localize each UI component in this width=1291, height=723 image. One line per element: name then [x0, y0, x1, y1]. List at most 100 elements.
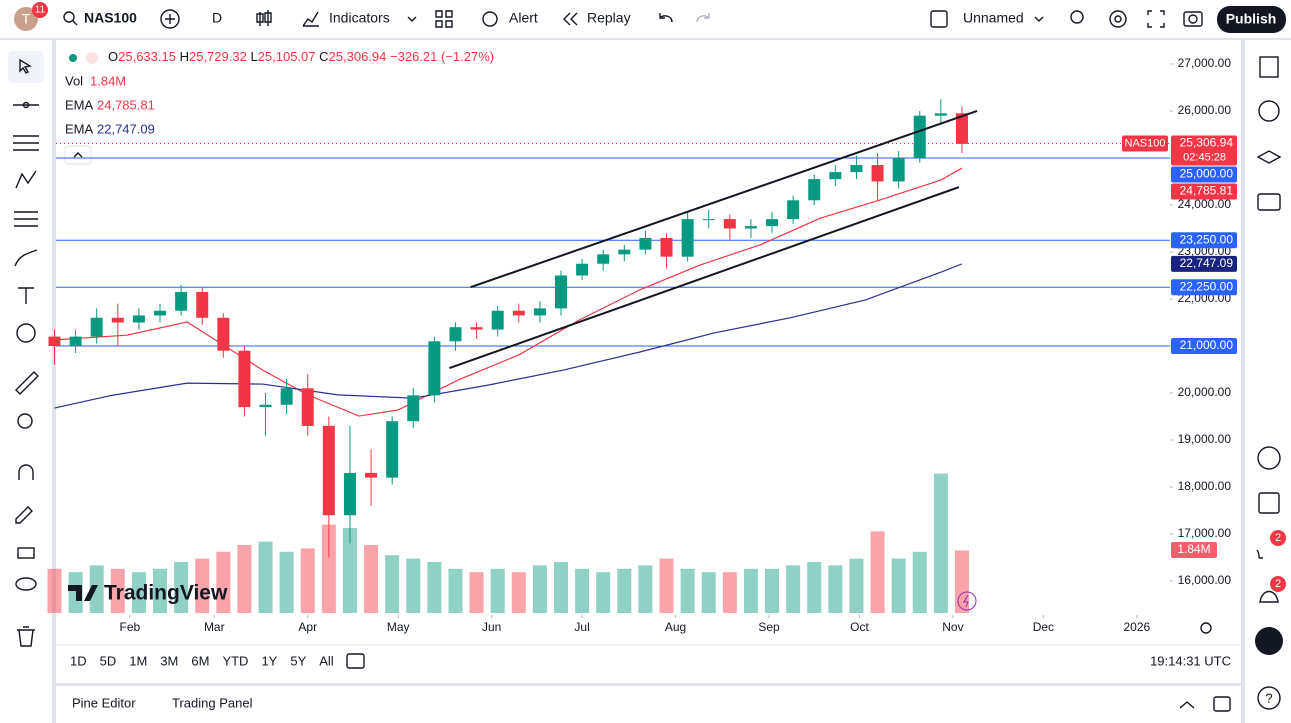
chart-type[interactable]	[256, 10, 272, 26]
forecast-tool[interactable]	[14, 211, 38, 227]
avatar-letter: T	[22, 11, 31, 27]
range-button[interactable]: 1Y	[261, 653, 277, 668]
help[interactable]	[1257, 686, 1281, 710]
data-window[interactable]	[1256, 150, 1282, 164]
quick-search[interactable]	[1070, 10, 1084, 24]
watchlist[interactable]	[1259, 56, 1279, 78]
ema-line	[54, 263, 963, 409]
candle-body	[111, 317, 124, 323]
left-toolbar	[0, 40, 52, 723]
publish-button[interactable]	[1217, 6, 1286, 33]
brush-tool[interactable]	[14, 249, 38, 267]
fullscreen[interactable]	[1147, 10, 1165, 28]
hide-tool[interactable]	[15, 577, 37, 591]
volume-bar	[131, 572, 146, 613]
notifications[interactable]	[1259, 590, 1279, 603]
x-tick-label: Sep	[758, 620, 780, 634]
indicators-icon[interactable]	[302, 11, 319, 27]
volume-bar	[722, 572, 737, 613]
range-button[interactable]: 5D	[100, 653, 117, 668]
alert-icon[interactable]	[482, 11, 498, 27]
replay-icon[interactable]	[563, 12, 578, 26]
expand-panel[interactable]	[1179, 701, 1195, 709]
range-button[interactable]: 5Y	[290, 653, 306, 668]
candle-body	[449, 327, 462, 342]
volume-bar	[174, 562, 189, 613]
volume-bar	[828, 565, 843, 613]
fib-tool[interactable]	[13, 135, 39, 151]
tab[interactable]: Pine Editor	[72, 695, 136, 710]
y-tick-label: 27,000.00	[1178, 56, 1232, 70]
layout-name[interactable]: Unnamed	[963, 10, 1024, 26]
chats[interactable]	[1257, 193, 1281, 211]
redo[interactable]	[696, 13, 710, 23]
volume-label-box	[1171, 542, 1217, 558]
y-tick-label: 19,000.00	[1178, 432, 1232, 446]
drawing-mode[interactable]	[15, 506, 33, 524]
alerts-panel[interactable]	[1258, 100, 1280, 122]
range-button[interactable]: 3M	[160, 653, 178, 668]
tab[interactable]: Trading Panel	[172, 695, 253, 710]
ideas[interactable]	[1257, 446, 1281, 470]
pattern-tool[interactable]	[15, 170, 37, 189]
candle-body	[955, 113, 968, 144]
price-label: 25,306.94	[1180, 136, 1234, 150]
interval[interactable]: D	[212, 10, 222, 26]
indicators[interactable]: Indicators	[329, 10, 390, 26]
undo[interactable]	[659, 13, 673, 23]
lock-tool[interactable]	[17, 547, 35, 559]
symbol[interactable]: NAS100	[84, 10, 137, 26]
layout-icon[interactable]	[930, 10, 948, 28]
magnet-tool[interactable]	[18, 464, 34, 480]
legend-label: L	[250, 49, 257, 64]
range-button[interactable]: 1M	[129, 653, 147, 668]
snapshot[interactable]	[1183, 11, 1203, 27]
alert[interactable]: Alert	[509, 10, 538, 26]
axis-settings[interactable]	[1200, 622, 1212, 634]
chevron[interactable]	[1034, 16, 1044, 22]
bottom-panel	[56, 686, 1241, 723]
legend-value: 22,747.09	[97, 121, 155, 136]
zoom-tool[interactable]	[17, 413, 33, 429]
range-button[interactable]: YTD	[222, 653, 248, 668]
search-icon[interactable]	[63, 11, 75, 23]
avatar[interactable]	[14, 7, 38, 31]
notification-count: 11	[35, 5, 46, 16]
candle-body	[702, 219, 715, 221]
volume-bar	[765, 568, 780, 613]
calendar[interactable]	[1258, 492, 1280, 514]
y-tick-label: 17,000.00	[1178, 526, 1232, 540]
range-button[interactable]: 6M	[191, 653, 209, 668]
candle-body	[259, 404, 272, 408]
emoji-tool[interactable]	[16, 323, 36, 343]
chevron[interactable]	[407, 16, 417, 22]
price-label-box	[1171, 337, 1237, 354]
candle-body	[829, 172, 842, 180]
volume-bar	[638, 565, 653, 613]
line-tool	[22, 101, 30, 109]
x-tick-label: Apr	[298, 620, 317, 634]
replay[interactable]: Replay	[587, 10, 631, 26]
price-label-box	[1171, 279, 1237, 296]
collapse-legend[interactable]	[64, 145, 92, 165]
price-label-box	[1171, 255, 1237, 272]
products[interactable]	[1255, 627, 1283, 655]
range-button[interactable]: All	[319, 653, 334, 668]
date-range[interactable]	[346, 653, 365, 669]
news[interactable]	[1256, 549, 1263, 559]
settings[interactable]	[1109, 10, 1127, 28]
lightning[interactable]	[957, 591, 977, 611]
volume-label: 1.84M	[1177, 542, 1210, 556]
volume-bar	[701, 572, 716, 613]
badge-count: 2	[1275, 532, 1281, 544]
settings	[1114, 15, 1122, 23]
cursor-tool[interactable]	[19, 58, 32, 74]
measure-tool[interactable]	[15, 371, 39, 395]
text-tool[interactable]	[18, 287, 34, 304]
range-button[interactable]: 1D	[70, 653, 87, 668]
maximize-panel[interactable]	[1213, 696, 1231, 712]
volume-bar	[490, 568, 505, 613]
delete-tool[interactable]	[17, 626, 35, 647]
add-symbol[interactable]	[160, 9, 180, 29]
templates[interactable]	[435, 10, 453, 28]
